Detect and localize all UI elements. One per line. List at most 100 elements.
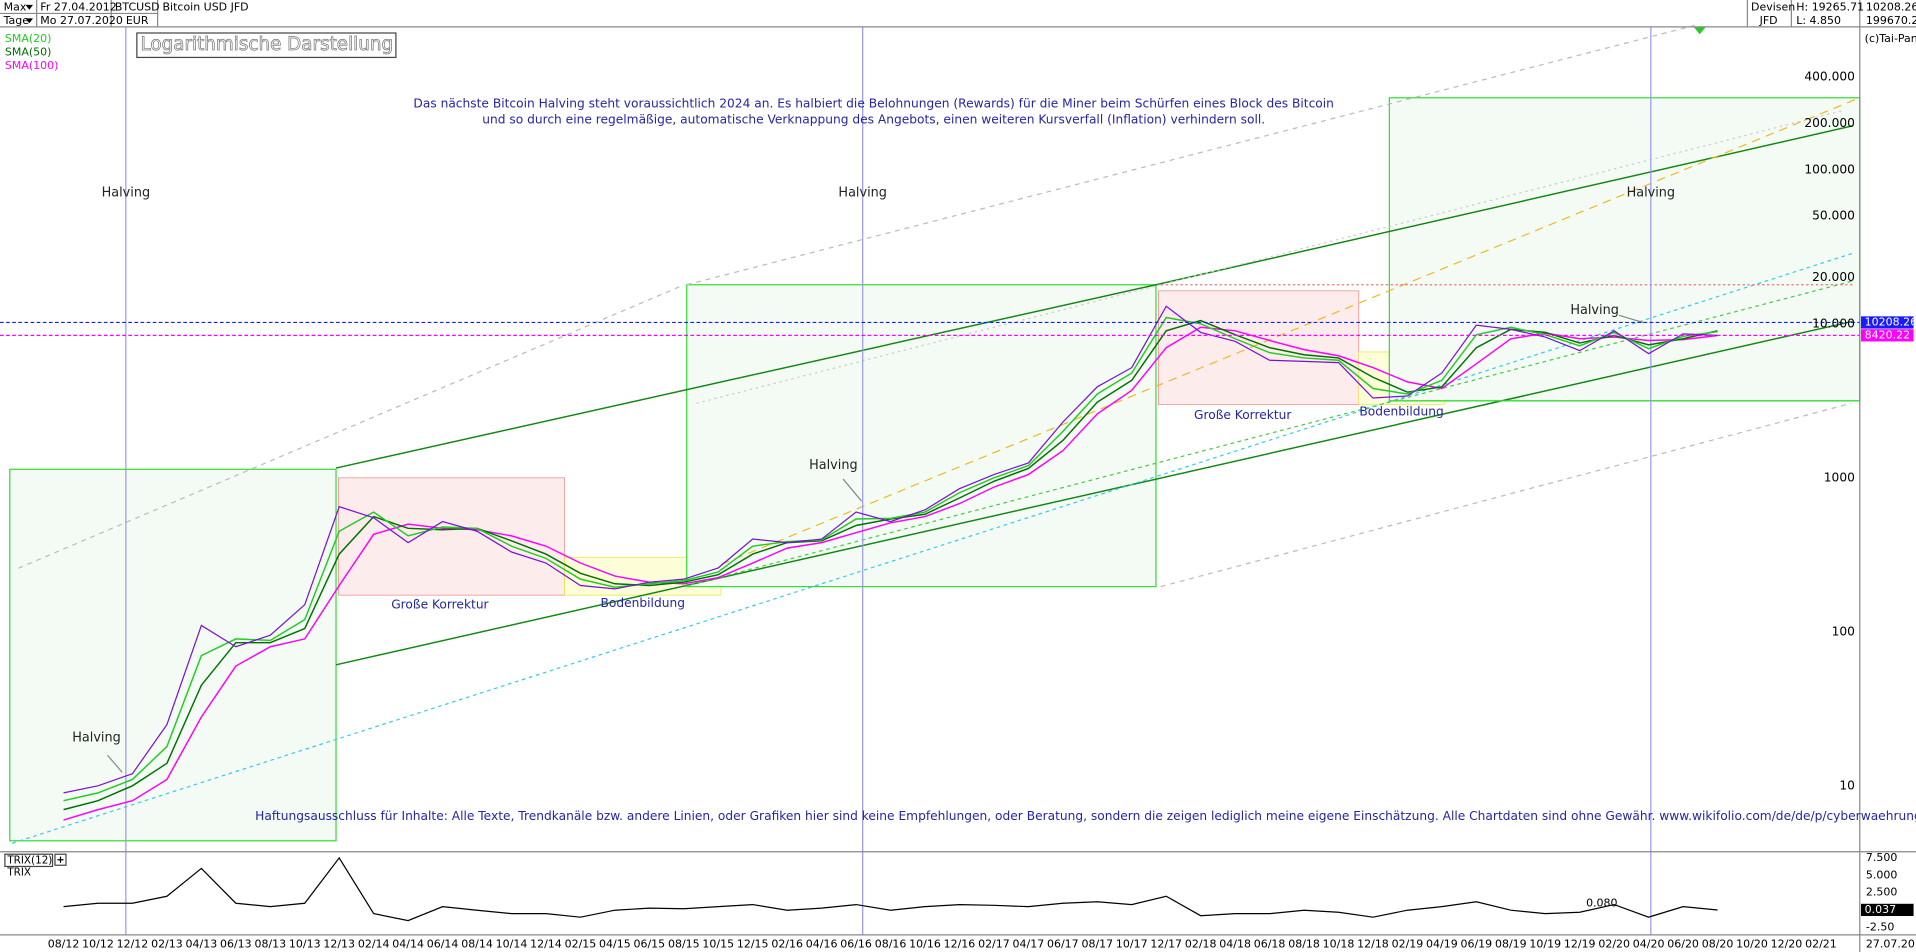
add-icon [57, 856, 64, 863]
x-tick-label: 12/20 [1771, 938, 1803, 951]
x-tick-label: 08/13 [254, 938, 286, 951]
trend-line [335, 284, 1157, 469]
x-tick-label: 04/19 [1426, 938, 1458, 951]
annotation: Halving [838, 186, 887, 201]
trend-line [18, 284, 685, 569]
x-tick-label: 08/16 [875, 938, 907, 951]
box [1388, 97, 1861, 402]
annotation: Das nächste Bitcoin Halving steht voraus… [413, 96, 1333, 110]
x-tick-label: 02/13 [151, 938, 183, 951]
x-tick-label: 04/15 [599, 938, 631, 951]
x-tick-label: 06/16 [840, 938, 872, 951]
x-tick-label: 06/14 [427, 938, 459, 951]
trix-tick-label: -2.50 [1866, 921, 1894, 934]
price-tag-label: 10208.26 [1865, 315, 1916, 328]
broker: JFD [1759, 14, 1778, 27]
instrument-name: Bitcoin USD JFD [163, 0, 249, 13]
legend-entry: SMA(50) [5, 46, 52, 59]
sma-line [63, 316, 1718, 802]
x-tick-label: 08/18 [1288, 938, 1320, 951]
x-tick-label: 10/18 [1323, 938, 1355, 951]
interval[interactable]: Tage [3, 14, 30, 27]
x-tick-label: 04/14 [392, 938, 424, 951]
x-tick-label: 10/20 [1736, 938, 1768, 951]
arrow [1618, 314, 1644, 324]
x-tick-label: 02/17 [978, 938, 1010, 951]
trix-level-label: 0.080 [1586, 896, 1617, 909]
x-tick-label: 02/19 [1392, 938, 1424, 951]
dropdown-icon[interactable] [25, 4, 33, 10]
legend-entry: SMA(20) [5, 32, 52, 45]
y-tick-label: 10 [1839, 778, 1855, 792]
text-layer: 08/12 10/12 12/12 02/13 04/13 06/13 08/13 10/13… [4, 32, 1916, 951]
trix-tag-label: 0.037 [1865, 903, 1896, 916]
x-tick-label: 12/14 [530, 938, 562, 951]
x-tick-label: 06/13 [220, 938, 252, 951]
x-tick-label: 10/13 [289, 938, 321, 951]
y-tick-label: 100 [1832, 624, 1855, 638]
date-to: Mo 27.07.2020 [40, 14, 123, 27]
date-from: Fr 27.04.2012 [40, 0, 116, 13]
dropdown-icon[interactable] [25, 18, 33, 24]
annotation: Bodenbildung [601, 596, 685, 610]
mode-label: Logarithmische Darstellung [141, 34, 394, 55]
annotation: und so durch eine regelmäßige, automatis… [482, 112, 1265, 126]
x-tick-label: 08/14 [461, 938, 493, 951]
trend-line [686, 23, 1699, 286]
x-tick-label: 10/14 [496, 938, 528, 951]
y-tick-label: 20.000 [1812, 270, 1855, 284]
trix-tick-label: 2.500 [1866, 886, 1897, 899]
x-tick-label: 10/12 [82, 938, 114, 951]
trend-line [1155, 125, 1853, 286]
annotation: Haftungsausschluss für Inhalte: Alle Tex… [255, 809, 1916, 823]
x-tick-label: 08/19 [1495, 938, 1527, 951]
y-tick-label: 200.000 [1804, 116, 1855, 130]
x-tick-label: 08/15 [668, 938, 700, 951]
x-tick-label: 06/19 [1461, 938, 1493, 951]
y-tick-label: 100.000 [1804, 162, 1855, 176]
market: Devisen [1751, 0, 1795, 13]
trix-title-box [4, 853, 54, 868]
box [338, 477, 565, 596]
copyright: (c)Tai-Pan [1865, 32, 1916, 45]
x-tick-label: 06/15 [634, 938, 666, 951]
x-tick-label: 02/14 [358, 938, 390, 951]
x-tick-label: 02/16 [771, 938, 803, 951]
x-tick-label: 12/18 [1357, 938, 1389, 951]
x-tick-label: 08/12 [48, 938, 80, 951]
trend-line [335, 320, 1853, 666]
annotation: Halving [72, 731, 121, 746]
trix-tag [1861, 903, 1914, 917]
data-layer [0, 305, 1860, 922]
trend-line [1160, 402, 1852, 588]
y-tick-label: 50.000 [1812, 209, 1855, 223]
arrow [842, 478, 862, 502]
symbol: BTCUSD [115, 0, 160, 13]
header: Max Tage Fr 27.04.2012 Mo 27.07.2020 BTC… [3, 0, 1916, 950]
trix-label: TRIX [6, 867, 31, 879]
annotation: Halving [102, 186, 151, 201]
low: L: 4.850 [1796, 14, 1841, 27]
x-tick-label: 06/18 [1254, 938, 1286, 951]
x-tick-label: 02/20 [1598, 938, 1630, 951]
last: 10208.26 [1866, 0, 1916, 13]
x-tick-label: 02/21 [1805, 938, 1837, 951]
x-tick-label: 10/16 [909, 938, 941, 951]
y-tick-label: 10.000 [1812, 316, 1855, 330]
high: H: 19265.71 [1796, 0, 1864, 13]
annotation: Bodenbildung [1359, 404, 1443, 418]
mode-box [136, 32, 397, 59]
period[interactable]: Max [4, 0, 27, 13]
arrow [107, 754, 123, 773]
y-tick-label: 400.000 [1804, 70, 1855, 84]
currency: EUR [126, 14, 149, 27]
legend-entry: SMA(100) [5, 59, 59, 72]
annotation: Große Korrektur [391, 597, 489, 611]
alt: 199670.2 [1866, 14, 1916, 27]
x-tick-label: 04/18 [1219, 938, 1251, 951]
trix-tick-label: 7.500 [1866, 851, 1897, 864]
x-tick-label: 12/16 [944, 938, 976, 951]
price-tag [1861, 329, 1914, 342]
